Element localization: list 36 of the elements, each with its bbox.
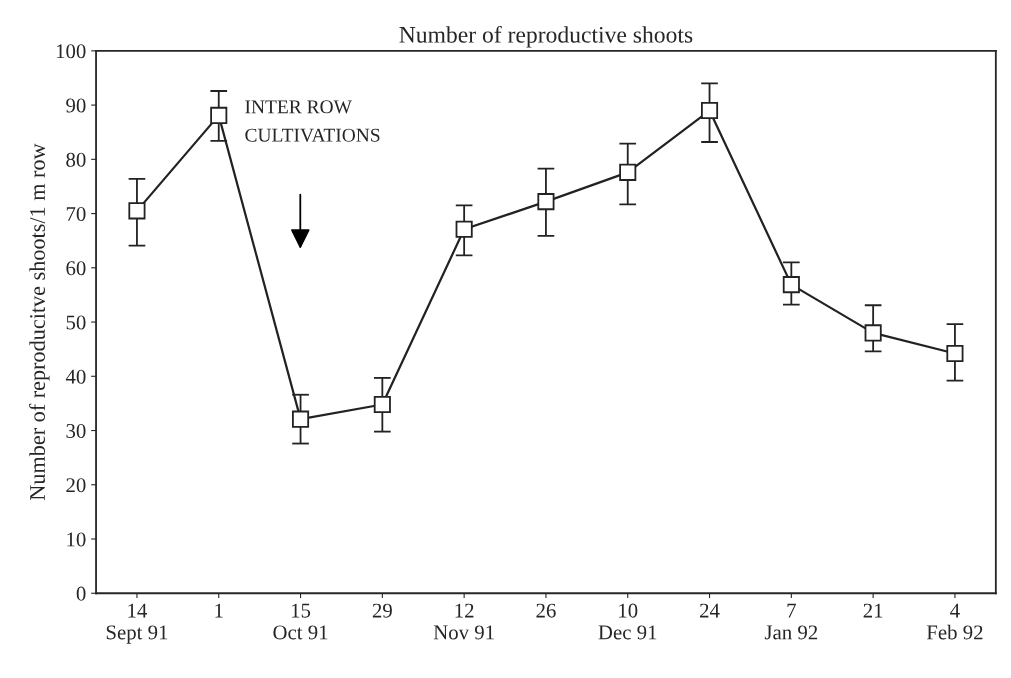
x-tick-label: 1 xyxy=(215,603,223,618)
y-tick-label: 20 xyxy=(66,478,86,493)
point xyxy=(782,276,800,294)
x-tick-label: 4 Feb 92 xyxy=(926,603,983,640)
point xyxy=(373,395,391,414)
x-tick-label: 12 Nov 91 xyxy=(433,603,494,640)
y-tick-label: 40 xyxy=(65,369,86,384)
annotation: INTER ROW CULTIVATIONS xyxy=(245,100,380,142)
x-tick-label: 7 Jan 92 xyxy=(764,603,818,640)
x-tick-label: 21 xyxy=(863,603,883,618)
point xyxy=(864,324,882,342)
y-tick-label: 0 xyxy=(76,586,86,601)
y-tick-label: 10 xyxy=(67,532,86,547)
x-tick-label: 29 xyxy=(372,603,392,618)
y-tick-label: 30 xyxy=(66,423,86,438)
point xyxy=(619,163,637,181)
y-tick-label: 80 xyxy=(66,152,86,167)
point xyxy=(455,220,473,238)
y-tick-label: 100 xyxy=(56,44,86,59)
point xyxy=(946,344,964,363)
y-tick-label: 90 xyxy=(66,98,86,113)
y-axis-title: Number of reproducitve shoots/1 m row xyxy=(29,143,50,501)
y-tick-label: 70 xyxy=(66,206,86,221)
y-tick-label: 60 xyxy=(66,261,86,276)
x-tick-label: 14 Sept 91 xyxy=(106,603,168,644)
point xyxy=(128,202,146,220)
x-tick-label: 10 Dec 91 xyxy=(598,603,657,640)
chart-title: Number of reproductive shoots xyxy=(399,25,693,48)
x-tick-label: 24 xyxy=(700,603,720,618)
point xyxy=(291,410,310,428)
x-tick-label: 15 Oct 91 xyxy=(273,603,328,640)
point xyxy=(700,101,719,120)
point xyxy=(210,106,228,124)
y-tick-label: 50 xyxy=(66,315,86,330)
point xyxy=(537,193,555,211)
x-tick-label: 26 xyxy=(536,603,556,618)
